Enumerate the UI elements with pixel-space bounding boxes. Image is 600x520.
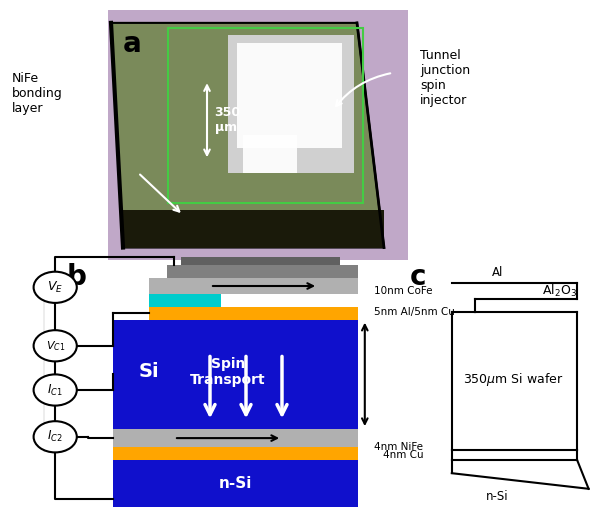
Text: c: c	[409, 263, 426, 291]
Text: 10nm CoFe: 10nm CoFe	[374, 286, 433, 296]
Polygon shape	[111, 23, 384, 248]
Text: Tunnel
junction
spin
injector: Tunnel junction spin injector	[420, 49, 470, 107]
Text: 4nm NiFe: 4nm NiFe	[374, 442, 423, 452]
Circle shape	[34, 271, 77, 303]
Bar	[168, 28, 363, 203]
Bar	[113, 447, 358, 460]
Text: n-Si: n-Si	[218, 476, 252, 491]
Text: NiFe
bonding
layer: NiFe bonding layer	[12, 72, 63, 115]
Text: Si: Si	[139, 362, 159, 381]
Text: Spin
Transport: Spin Transport	[190, 357, 266, 387]
Circle shape	[34, 330, 77, 361]
Text: Al: Al	[492, 266, 503, 280]
Text: 4nm Cu: 4nm Cu	[383, 450, 424, 460]
Bar	[149, 307, 358, 320]
Bar	[167, 265, 358, 278]
Bar	[181, 257, 340, 265]
Text: $V_{C1}$: $V_{C1}$	[46, 339, 65, 353]
Text: b: b	[67, 263, 87, 291]
Text: $I_{C2}$: $I_{C2}$	[47, 429, 63, 445]
Circle shape	[34, 421, 77, 452]
Text: n-Si: n-Si	[486, 490, 509, 503]
Text: Al$_2$O$_3$: Al$_2$O$_3$	[542, 283, 577, 299]
Text: 5nm Al/5nm Cu: 5nm Al/5nm Cu	[374, 307, 455, 317]
Text: 350$\mu$m Si wafer: 350$\mu$m Si wafer	[463, 371, 564, 388]
Polygon shape	[123, 210, 384, 248]
Bar	[113, 429, 358, 447]
Bar	[149, 294, 221, 307]
Circle shape	[34, 374, 77, 406]
Bar	[243, 135, 297, 173]
Bar	[113, 320, 358, 429]
Bar	[228, 35, 354, 173]
Bar	[113, 460, 358, 507]
Text: a: a	[122, 30, 142, 58]
Text: $V_E$: $V_E$	[47, 280, 63, 295]
Text: 350
μm: 350 μm	[215, 106, 241, 134]
Text: $I_{C1}$: $I_{C1}$	[47, 382, 63, 398]
Bar	[149, 278, 358, 294]
Bar	[237, 43, 342, 148]
